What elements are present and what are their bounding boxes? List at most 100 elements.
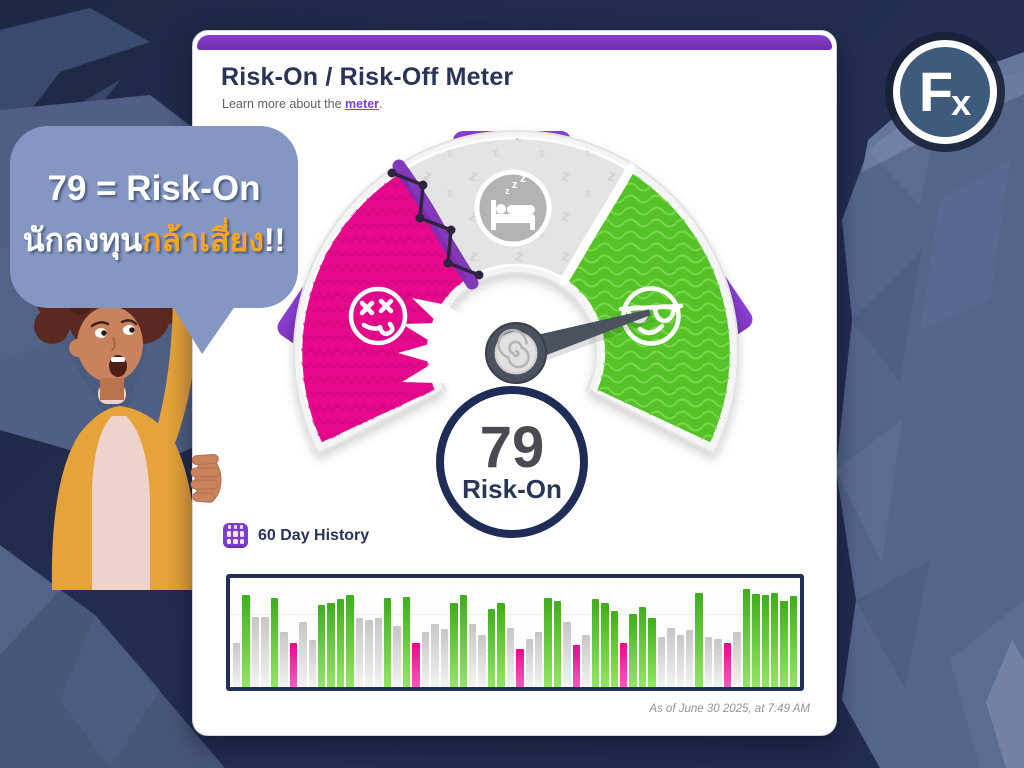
history-bar xyxy=(384,597,392,687)
right-poly-shape xyxy=(836,52,1024,768)
subtitle-prefix: Learn more about the xyxy=(222,97,345,111)
history-bar xyxy=(355,617,364,687)
history-bar xyxy=(770,592,779,687)
bubble-line2: นักลงทุนกล้าเสี่ยง!! xyxy=(23,215,286,266)
torn-edge xyxy=(398,298,474,383)
history-bar xyxy=(780,600,788,687)
bubble-line2-orange: กล้าเสี่ยง xyxy=(142,221,264,258)
history-bar xyxy=(619,642,628,687)
chart-gridline xyxy=(230,649,800,651)
score-value: 79 xyxy=(479,415,545,480)
history-bar xyxy=(421,632,430,687)
history-bar xyxy=(789,595,798,687)
history-bar xyxy=(487,609,496,687)
history-bar xyxy=(431,624,439,687)
dizzy-face-icon xyxy=(348,286,408,346)
history-bar xyxy=(544,597,552,687)
history-bar xyxy=(761,594,769,687)
history-bar xyxy=(629,613,637,687)
history-header: 60 Day History xyxy=(223,523,369,548)
sleep-z: z xyxy=(520,170,527,185)
history-bar xyxy=(553,600,562,687)
history-bar xyxy=(582,634,590,687)
history-bar xyxy=(251,616,260,687)
history-label: 60 Day History xyxy=(258,526,370,544)
history-bar xyxy=(468,624,477,687)
gauge-hub xyxy=(485,322,547,384)
history-bar xyxy=(299,621,307,687)
history-bar xyxy=(459,594,467,687)
card-top-accent-bar xyxy=(197,35,832,50)
history-bar xyxy=(572,645,581,687)
history-bar xyxy=(308,639,316,687)
logo-letter-x: x xyxy=(951,82,972,123)
logo-letter-f: F xyxy=(918,60,954,123)
bubble-line1: 79 = Risk-On xyxy=(47,168,261,208)
segment-divider-wavy xyxy=(559,163,636,286)
history-bar xyxy=(270,597,279,687)
speech-bubble-tail xyxy=(170,302,238,354)
history-bar xyxy=(402,596,411,687)
history-bar xyxy=(365,619,373,687)
history-bar xyxy=(667,628,675,687)
history-chart xyxy=(226,574,804,691)
history-bar xyxy=(412,642,420,687)
history-bar xyxy=(676,634,684,687)
history-bar xyxy=(450,603,458,687)
bubble-line2-white: นักลงทุน xyxy=(22,221,143,258)
history-bar xyxy=(440,629,449,687)
history-bar xyxy=(327,603,335,687)
history-bar xyxy=(280,632,288,687)
history-bar xyxy=(506,628,515,687)
subtitle: Learn more about the meter. xyxy=(222,97,383,111)
history-bar xyxy=(336,598,345,687)
history-bar xyxy=(591,598,600,687)
woman-face xyxy=(69,306,143,400)
history-bar xyxy=(478,634,486,687)
history-bar xyxy=(535,632,543,687)
history-bar xyxy=(638,607,647,687)
history-bars xyxy=(233,582,798,687)
chart-gridline xyxy=(230,613,800,615)
risk-meter-card: Risk-On / Risk-Off Meter Learn more abou… xyxy=(192,30,837,736)
history-bar xyxy=(563,621,571,687)
sleep-z: z xyxy=(512,179,518,191)
meter-link[interactable]: meter xyxy=(345,97,380,111)
page-title: Risk-On / Risk-Off Meter xyxy=(221,63,514,91)
history-bar xyxy=(733,632,741,687)
fx-logo: F x xyxy=(893,40,997,144)
history-bar xyxy=(648,617,656,687)
history-bar xyxy=(723,642,732,687)
history-bar xyxy=(686,630,694,687)
bubble-line2-suffix: !! xyxy=(263,221,286,258)
history-bar xyxy=(695,592,703,687)
history-bar xyxy=(233,642,241,687)
history-bar xyxy=(497,603,505,687)
calendar-icon xyxy=(223,523,248,548)
history-bar xyxy=(742,589,751,687)
history-bar xyxy=(393,626,401,687)
history-bar xyxy=(714,638,722,687)
history-bar xyxy=(516,649,524,687)
speech-bubble: 79 = Risk-On นักลงทุนกล้าเสี่ยง!! xyxy=(10,126,298,308)
stitched-seam xyxy=(387,159,484,290)
history-bar xyxy=(242,594,250,687)
history-bar xyxy=(704,636,713,687)
history-bar xyxy=(289,642,298,687)
history-bar xyxy=(610,611,618,687)
score-circle: 79 Risk-On xyxy=(436,386,588,538)
sleeping-bed-icon: z z z xyxy=(474,169,552,247)
history-bar xyxy=(601,603,609,687)
history-bar xyxy=(261,616,269,687)
score-state-label: Risk-On xyxy=(462,474,562,504)
history-bar xyxy=(525,638,533,687)
risk-meter-gauge: z z xyxy=(293,130,739,456)
history-bar xyxy=(657,636,666,687)
history-bar xyxy=(346,594,354,687)
history-bar xyxy=(317,605,326,687)
sleep-z: z xyxy=(505,186,510,196)
subtitle-suffix: . xyxy=(379,97,383,111)
history-bar xyxy=(374,617,382,687)
as-of-timestamp: As of June 30 2025, at 7:49 AM xyxy=(649,703,810,715)
history-bar xyxy=(752,593,760,687)
